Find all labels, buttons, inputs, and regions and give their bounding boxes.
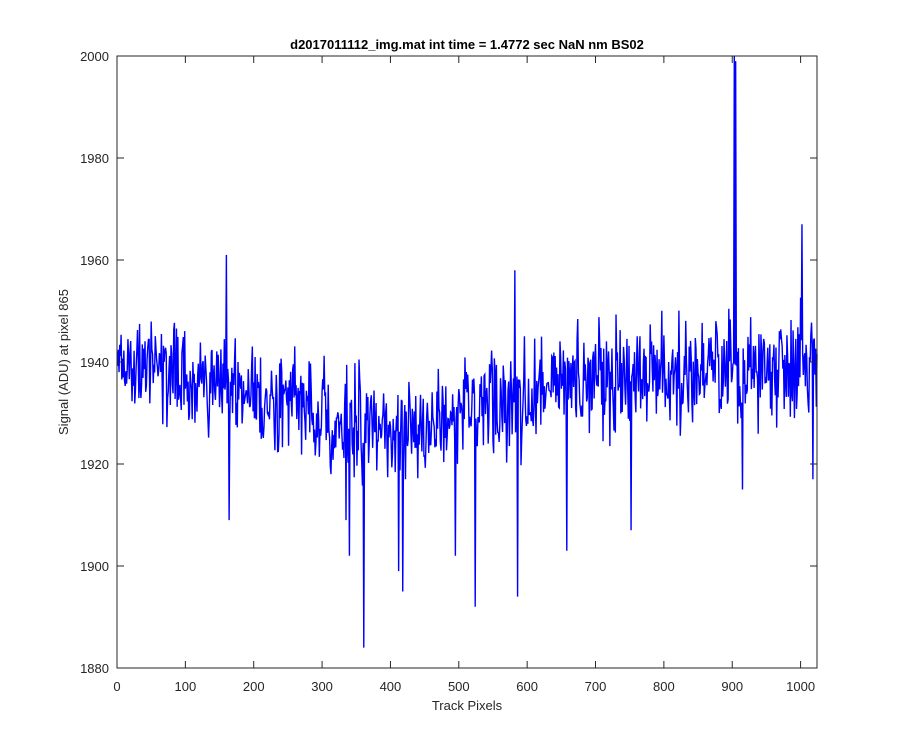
y-tick-label: 1960 [80,253,109,268]
plot-background [117,56,817,668]
y-tick-label: 1980 [80,151,109,166]
x-tick-label: 300 [311,679,333,694]
signal-series-line [116,55,818,648]
x-tick-label: 400 [380,679,402,694]
x-tick-label: 900 [721,679,743,694]
x-axis: 0 100 200 300 400 500 600 700 800 900 1000 [113,56,815,694]
y-tick-label: 1880 [80,661,109,676]
y-axis-label: Signal (ADU) at pixel 865 [56,289,71,435]
x-axis-label: Track Pixels [432,698,503,713]
y-tick-label: 2000 [80,49,109,64]
y-axis: 1880 1900 1920 1940 1960 1980 2000 [80,49,817,676]
x-tick-label: 800 [653,679,675,694]
chart-title: d2017011112_img.mat int time = 1.4772 se… [290,37,644,52]
x-tick-label: 0 [113,679,120,694]
y-tick-label: 1900 [80,559,109,574]
x-tick-label: 100 [175,679,197,694]
x-tick-label: 200 [243,679,265,694]
series-layer [116,55,818,648]
y-tick-label: 1940 [80,355,109,370]
x-tick-label: 700 [585,679,607,694]
y-tick-label: 1920 [80,457,109,472]
x-tick-label: 1000 [786,679,815,694]
x-tick-label: 500 [448,679,470,694]
x-tick-label: 600 [516,679,538,694]
